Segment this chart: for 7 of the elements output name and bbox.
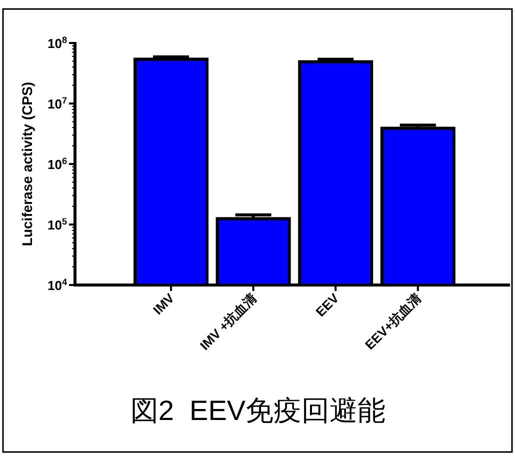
text: 図2 EEV免疫回避能	[130, 395, 386, 426]
y-tick-label: 10$^{5}$	[47, 216, 67, 232]
y-tick-label: 10$^{4}$	[47, 277, 68, 293]
y-axis-title: Luciferase activity (CPS)	[19, 82, 35, 246]
y-tick-label: 10$^{7}$	[47, 96, 67, 112]
y-tick-label: 10$^{8}$	[47, 35, 67, 51]
y-tick-label: 10$^{6}$	[47, 156, 67, 172]
